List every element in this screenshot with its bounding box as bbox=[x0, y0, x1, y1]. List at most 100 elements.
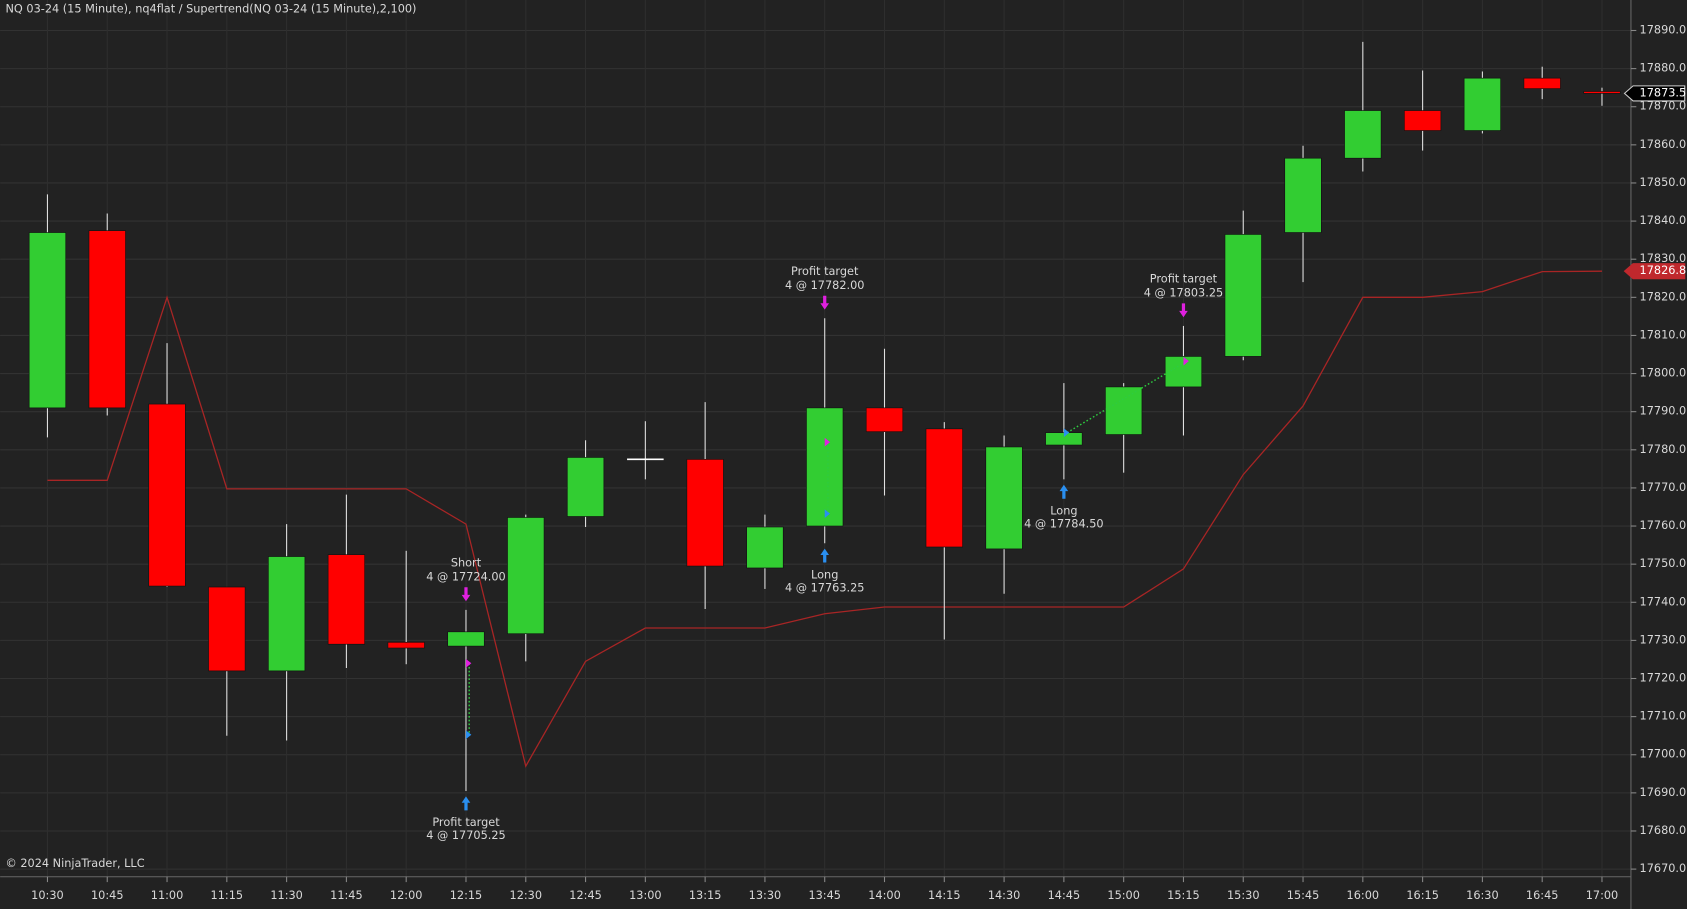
execution-marker bbox=[824, 437, 831, 447]
y-tick-label: 17680.00 bbox=[1640, 824, 1687, 837]
candle-body bbox=[1344, 110, 1382, 159]
annotation-label: Long bbox=[1050, 505, 1077, 518]
candle-body bbox=[1224, 234, 1262, 357]
candle-body bbox=[746, 526, 784, 569]
x-tick-label: 16:00 bbox=[1347, 889, 1380, 902]
x-tick-label: 14:00 bbox=[868, 889, 901, 902]
y-tick-label: 17720.00 bbox=[1640, 672, 1687, 685]
candle-body bbox=[686, 459, 724, 567]
y-tick-label: 17790.00 bbox=[1640, 405, 1687, 418]
execution-arrow bbox=[1059, 484, 1069, 499]
execution-marker bbox=[1063, 428, 1070, 437]
x-tick-label: 10:45 bbox=[91, 889, 124, 902]
y-tick-label: 17890.00 bbox=[1640, 23, 1687, 36]
candle-body bbox=[268, 556, 306, 672]
y-tick-label: 17800.00 bbox=[1640, 367, 1687, 380]
annotation-label: Profit target bbox=[432, 816, 500, 829]
candle-body bbox=[925, 428, 963, 548]
y-tick-label: 17880.00 bbox=[1640, 62, 1687, 75]
candle-body bbox=[507, 517, 545, 635]
x-tick-label: 12:45 bbox=[569, 889, 602, 902]
x-tick-label: 15:15 bbox=[1167, 889, 1200, 902]
y-tick-label: 17770.00 bbox=[1640, 481, 1687, 494]
candle-body bbox=[387, 641, 425, 649]
x-tick-label: 11:00 bbox=[151, 889, 184, 902]
candle-body bbox=[566, 457, 605, 517]
execution-marker bbox=[1183, 356, 1189, 366]
execution-arrow bbox=[820, 295, 830, 310]
y-tick-label: 17780.00 bbox=[1640, 443, 1687, 456]
y-tick-label: 17730.00 bbox=[1640, 633, 1687, 646]
candle-body bbox=[28, 232, 67, 409]
candle-body bbox=[1523, 77, 1561, 89]
x-tick-label: 15:30 bbox=[1227, 889, 1260, 902]
candle-body bbox=[985, 446, 1023, 550]
candle-body bbox=[1583, 91, 1621, 94]
candle-body bbox=[1463, 77, 1502, 131]
annotation-text: 4 @ 17803.25 bbox=[1144, 287, 1223, 300]
x-tick-label: 13:00 bbox=[629, 889, 662, 902]
x-tick-label: 11:15 bbox=[211, 889, 244, 902]
supertrend-line bbox=[47, 270, 1602, 768]
y-tick-label: 17760.00 bbox=[1640, 519, 1687, 532]
annotation-text: 4 @ 17784.50 bbox=[1024, 518, 1103, 531]
y-tick-label: 17740.00 bbox=[1640, 595, 1687, 608]
x-tick-label: 13:30 bbox=[749, 889, 782, 902]
execution-arrow bbox=[461, 796, 471, 811]
annotation-text: 4 @ 17724.00 bbox=[426, 571, 505, 584]
annotation-text: 4 @ 17705.25 bbox=[426, 829, 505, 842]
price-marker-box bbox=[1623, 263, 1686, 280]
price-marker-box bbox=[1623, 85, 1686, 102]
annotation-text: 4 @ 17782.00 bbox=[785, 279, 864, 292]
annotation-label: Profit target bbox=[1150, 273, 1218, 286]
y-tick-label: 17750.00 bbox=[1640, 557, 1687, 570]
y-tick-label: 17830.00 bbox=[1640, 252, 1687, 265]
trade-line bbox=[1066, 360, 1188, 434]
price-marker-label: 17826.86 bbox=[1640, 264, 1687, 277]
y-tick-label: 17850.00 bbox=[1640, 176, 1687, 189]
execution-arrow bbox=[461, 587, 471, 602]
candle-body bbox=[1284, 157, 1322, 233]
y-tick-label: 17860.00 bbox=[1640, 138, 1687, 151]
x-tick-label: 14:45 bbox=[1048, 889, 1081, 902]
annotation-label: Long bbox=[811, 568, 838, 581]
x-tick-label: 14:30 bbox=[988, 889, 1021, 902]
candle-body bbox=[1164, 356, 1203, 388]
price-marker-label: 17873.50 bbox=[1640, 86, 1687, 99]
y-tick-label: 17840.00 bbox=[1640, 214, 1687, 227]
x-tick-label: 16:15 bbox=[1406, 889, 1439, 902]
x-tick-label: 12:00 bbox=[390, 889, 423, 902]
candle-body bbox=[447, 631, 485, 647]
x-tick-label: 10:30 bbox=[31, 889, 64, 902]
x-tick-label: 12:15 bbox=[450, 889, 483, 902]
candle-body bbox=[865, 407, 904, 433]
y-tick-label: 17710.00 bbox=[1640, 710, 1687, 723]
x-tick-label: 13:45 bbox=[808, 889, 841, 902]
x-tick-label: 16:30 bbox=[1466, 889, 1499, 902]
y-tick-label: 17690.00 bbox=[1640, 786, 1687, 799]
candle-body bbox=[806, 407, 844, 527]
x-tick-label: 11:45 bbox=[330, 889, 363, 902]
candle-body bbox=[88, 230, 126, 409]
x-tick-label: 15:00 bbox=[1107, 889, 1140, 902]
chart-title: NQ 03-24 (15 Minute), nq4flat / Supertre… bbox=[5, 3, 416, 16]
y-tick-label: 17870.00 bbox=[1640, 100, 1687, 113]
candle-body bbox=[327, 554, 366, 645]
y-tick-label: 17700.00 bbox=[1640, 748, 1687, 761]
x-tick-label: 11:30 bbox=[270, 889, 303, 902]
execution-marker bbox=[465, 658, 472, 668]
copyright: © 2024 NinjaTrader, LLC bbox=[5, 857, 144, 870]
annotation-text: 4 @ 17763.25 bbox=[785, 581, 864, 594]
x-tick-label: 17:00 bbox=[1586, 889, 1619, 902]
execution-arrow bbox=[1179, 303, 1188, 318]
x-tick-label: 15:45 bbox=[1287, 889, 1320, 902]
candle-body bbox=[208, 586, 246, 672]
plot-area bbox=[28, 41, 1621, 811]
x-tick-label: 16:45 bbox=[1526, 889, 1559, 902]
execution-marker bbox=[465, 730, 472, 740]
annotation-label: Short bbox=[451, 557, 482, 570]
execution-arrow bbox=[820, 548, 830, 563]
